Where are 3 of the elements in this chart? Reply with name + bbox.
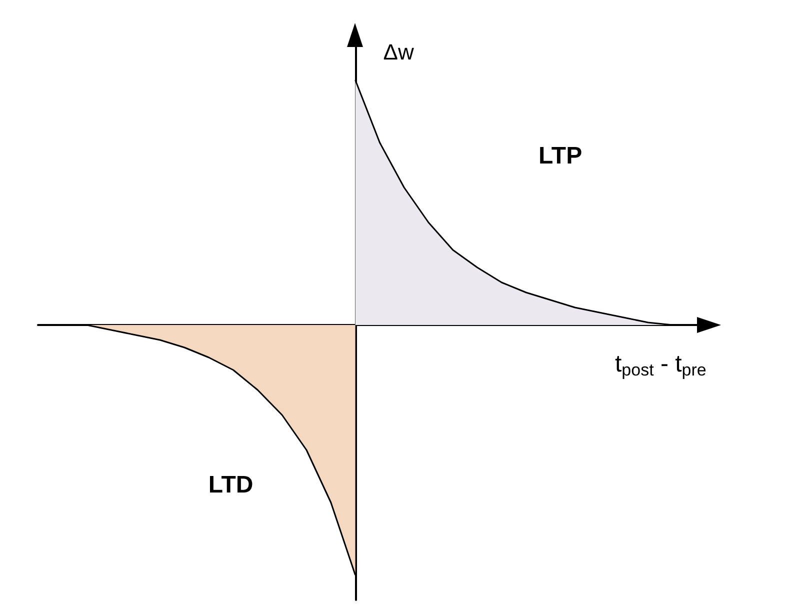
annotation: LTP [538,142,582,170]
y-axis-title: Δw [383,40,414,64]
annotation: LTD [208,472,254,498]
